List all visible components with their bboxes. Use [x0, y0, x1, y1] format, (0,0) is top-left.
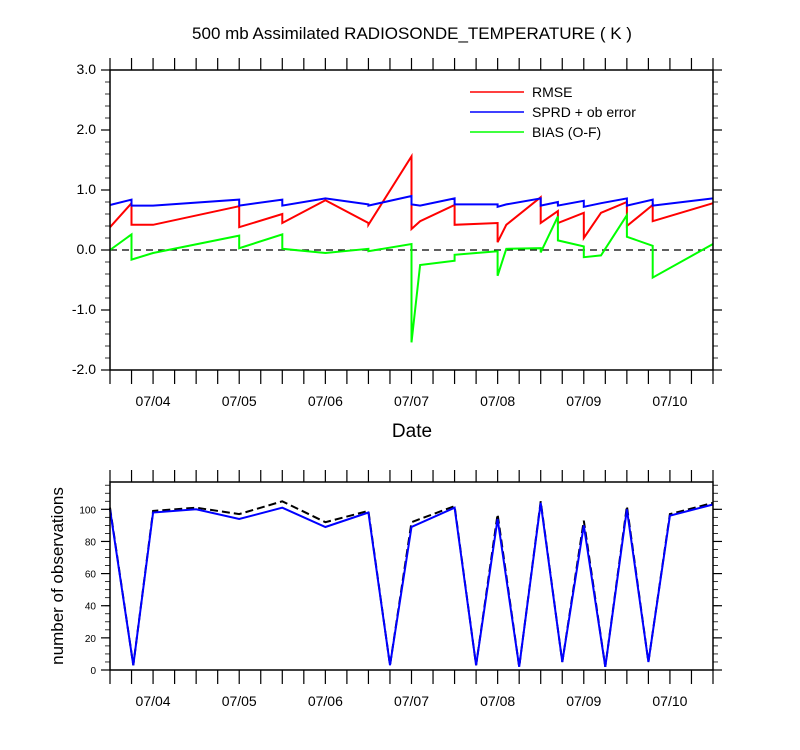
y-tick-label: 0.0 — [77, 241, 97, 257]
series-line-sprd-ob-error — [109, 194, 714, 209]
y-tick-label: -2.0 — [72, 361, 96, 377]
x-tick-label: 07/04 — [136, 693, 171, 709]
y-tick-label: 1.0 — [77, 181, 97, 197]
y-tick-label: 40 — [85, 602, 97, 613]
chart-title: 500 mb Assimilated RADIOSONDE_TEMPERATUR… — [192, 24, 632, 43]
y-tick-label: 2.0 — [77, 121, 97, 137]
x-tick-label: 07/04 — [136, 393, 171, 409]
x-tick-label: 07/09 — [566, 393, 601, 409]
x-tick-label: 07/07 — [394, 393, 429, 409]
y-tick-label: 20 — [85, 634, 97, 645]
y-tick-label: 100 — [79, 505, 96, 516]
bottom-chart: 0 20 40 60 80 100 07/04 07/05 07/06 07/07 07/08 07… — [48, 470, 722, 709]
legend-label-bias: BIAS (O-F) — [532, 124, 601, 140]
x-axis-label: Date — [392, 421, 432, 442]
legend-label-rmse: RMSE — [532, 84, 572, 100]
legend-label-sprd: SPRD + ob error — [532, 104, 636, 120]
y-tick-label: 3.0 — [77, 61, 97, 77]
x-tick-label: 07/10 — [652, 393, 687, 409]
y-tick-label: 80 — [85, 537, 97, 548]
y-tick-label: -1.0 — [72, 301, 96, 317]
series-line-assimilated — [109, 502, 714, 667]
series-line-bias-o-f — [109, 211, 714, 343]
x-tick-label: 07/06 — [308, 393, 343, 409]
y-tick-label: 0 — [90, 666, 96, 677]
y-tick-label: 60 — [85, 570, 97, 581]
top-chart: 500 mb Assimilated RADIOSONDE_TEMPERATUR… — [72, 24, 722, 442]
x-tick-label: 07/08 — [480, 693, 515, 709]
x-tick-label: 07/09 — [566, 693, 601, 709]
x-tick-label: 07/05 — [222, 393, 257, 409]
x-tick-label: 07/06 — [308, 693, 343, 709]
x-tick-label: 07/07 — [394, 693, 429, 709]
x-tick-label: 07/05 — [222, 693, 257, 709]
x-tick-label: 07/10 — [652, 693, 687, 709]
x-tick-label: 07/08 — [480, 393, 515, 409]
y-axis-label: number of observations — [48, 487, 67, 665]
legend: RMSE SPRD + ob error BIAS (O-F) — [470, 84, 636, 140]
